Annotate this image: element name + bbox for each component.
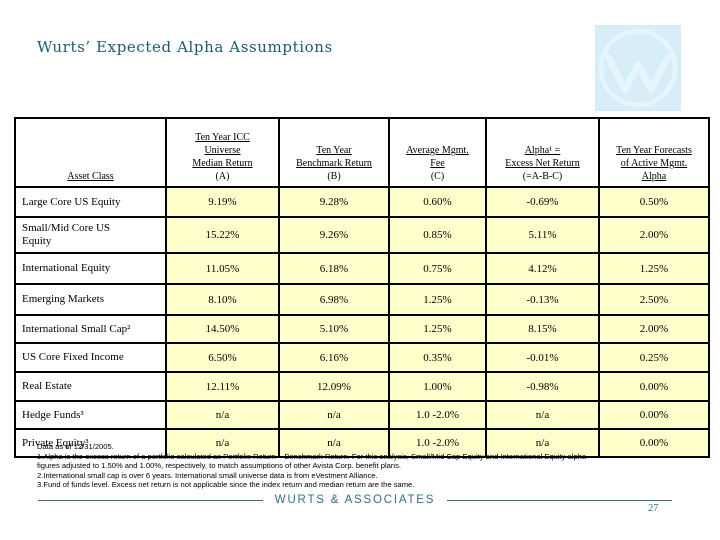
value-cell: 6.18% [278,252,390,285]
table-row: Small/Mid Core US Equity 15.22% 9.26% 0.… [14,216,710,254]
asset-class-cell: Small/Mid Core US Equity [14,216,167,254]
page-number: 27 [648,503,659,514]
asset-class-cell: Emerging Markets [14,283,167,316]
company-logo [595,25,681,111]
value-cell: 0.00% [598,371,710,402]
value-cell: n/a [278,400,390,430]
w-logo-icon [598,28,678,108]
footnote-line: 2.International small cap is over 6 year… [37,470,378,480]
value-cell: 5.10% [278,314,390,344]
value-cell: 4.12% [485,252,600,285]
value-cell: 14.50% [165,314,280,344]
value-cell: 1.00% [388,371,487,402]
footer-rule-left [38,499,263,501]
table-header-row: Asset Class Ten Year ICC Universe Median… [14,117,710,188]
value-cell: 0.85% [388,216,487,254]
value-cell: n/a [485,428,600,458]
value-cell: 5.11% [485,216,600,254]
table-row: Large Core US Equity 9.19% 9.28% 0.60% -… [14,186,710,218]
col-header-benchmark-return: Ten Year Benchmark Return (B) [278,117,390,188]
value-cell: 0.75% [388,252,487,285]
footnote-line: Data as of 12/31/2005. [37,442,114,451]
value-cell: 15.22% [165,216,280,254]
value-cell: 0.35% [388,342,487,373]
asset-class-cell: Real Estate [14,371,167,402]
asset-class-cell: International Equity [14,252,167,285]
value-cell: 0.50% [598,186,710,218]
value-cell: 6.16% [278,342,390,373]
value-cell: 8.10% [165,283,280,316]
value-cell: -0.13% [485,283,600,316]
value-cell: 6.50% [165,342,280,373]
col-header-ten-year-forecasts: Ten Year Forecasts of Active Mgmt. Alpha [598,117,710,188]
value-cell: 2.50% [598,283,710,316]
table-row: International Equity 11.05% 6.18% 0.75% … [14,252,710,285]
footer-brand: WURTS & ASSOCIATES [274,494,436,506]
value-cell: 12.11% [165,371,280,402]
value-cell: 1.25% [388,314,487,344]
footer: WURTS & ASSOCIATES [38,494,673,506]
value-cell: 8.15% [485,314,600,344]
value-cell: 2.00% [598,314,710,344]
value-cell: 9.26% [278,216,390,254]
value-cell: 0.25% [598,342,710,373]
value-cell: n/a [165,400,280,430]
value-cell: n/a [485,400,600,430]
footnote-line: 1.Alpha is the excess return of a portfo… [37,451,587,461]
value-cell: -0.98% [485,371,600,402]
asset-class-cell: International Small Cap² [14,314,167,344]
value-cell: 0.00% [598,400,710,430]
footnote-line: 3.Fund of funds level. Excess net return… [37,480,415,490]
col-header-asset-class: Asset Class [14,117,167,188]
col-header-alpha-excess-net-return: Alpha¹ = Excess Net Return (=A-B-C) [485,117,600,188]
table-row: Real Estate 12.11% 12.09% 1.00% -0.98% 0… [14,371,710,402]
footnote-line: figures adjusted to 1.50% and 1.00%, res… [37,461,402,471]
value-cell: 1.25% [388,283,487,316]
col-header-average-mgmt-fee: Average Mgmt. Fee (C) [388,117,487,188]
table-row: Hedge Funds³ n/a n/a 1.0 -2.0% n/a 0.00% [14,400,710,430]
footnotes: Data as of 12/31/2005. 1.Alpha is the ex… [37,442,709,490]
value-cell: 0.60% [388,186,487,218]
value-cell: 1.0 -2.0% [388,400,487,430]
value-cell: n/a [278,428,390,458]
value-cell: 9.28% [278,186,390,218]
col-header-icc-universe-median-return: Ten Year ICC Universe Median Return (A) [165,117,280,188]
value-cell: -0.01% [485,342,600,373]
value-cell: 0.00% [598,428,710,458]
value-cell: 9.19% [165,186,280,218]
value-cell: -0.69% [485,186,600,218]
value-cell: 11.05% [165,252,280,285]
table-row: International Small Cap² 14.50% 5.10% 1.… [14,314,710,344]
expected-alpha-table: Asset Class Ten Year ICC Universe Median… [14,117,710,458]
page-title: Wurts’ Expected Alpha Assumptions [37,38,333,56]
asset-class-cell: Hedge Funds³ [14,400,167,430]
footer-rule-right [447,499,673,501]
table-row: Private Equity³ n/a n/a 1.0 -2.0% n/a 0.… [14,428,710,458]
value-cell: 2.00% [598,216,710,254]
asset-class-cell: US Core Fixed Income [14,342,167,373]
value-cell: 12.09% [278,371,390,402]
asset-class-cell: Large Core US Equity [14,186,167,218]
value-cell: 1.0 -2.0% [388,428,487,458]
value-cell: 6.98% [278,283,390,316]
table-row: US Core Fixed Income 6.50% 6.16% 0.35% -… [14,342,710,373]
table-row: Emerging Markets 8.10% 6.98% 1.25% -0.13… [14,283,710,316]
value-cell: n/a [165,428,280,458]
asset-class-cell: Private Equity³ [14,428,167,458]
value-cell: 1.25% [598,252,710,285]
